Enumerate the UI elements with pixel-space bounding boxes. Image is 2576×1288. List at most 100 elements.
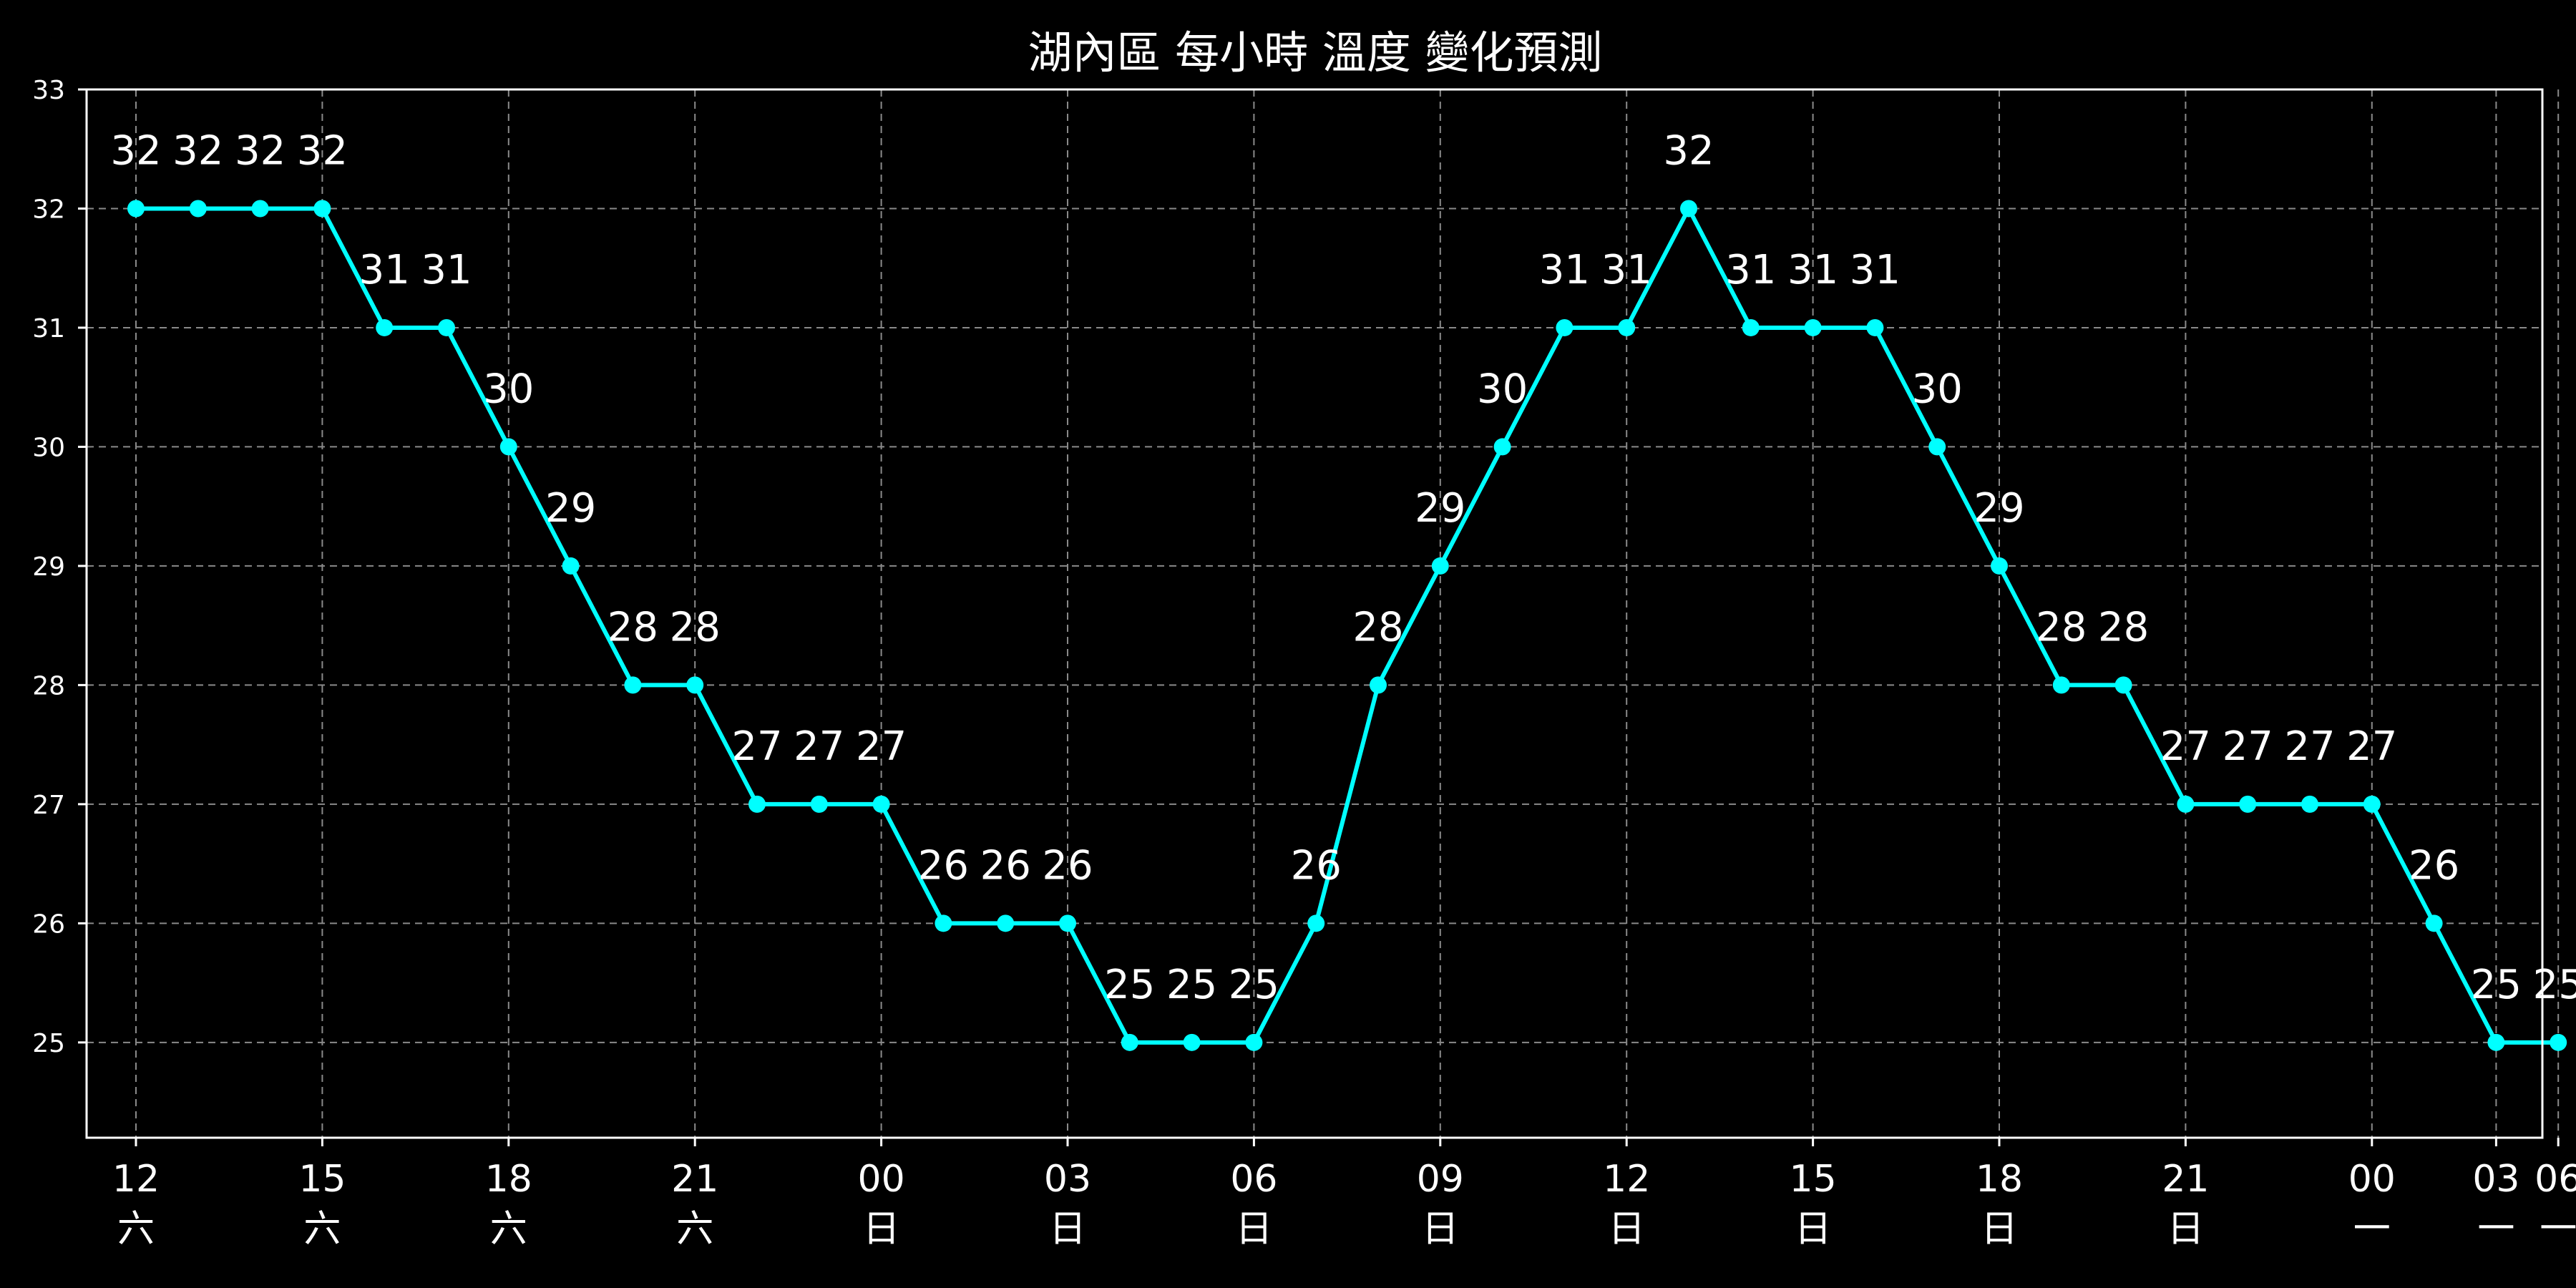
x-tick-day-label: 日	[2167, 1208, 2204, 1251]
data-label: 26	[1291, 842, 1342, 889]
data-point-marker	[2301, 795, 2318, 813]
x-tick-hour-label: 18	[485, 1158, 532, 1201]
data-point-marker	[1742, 318, 1760, 336]
data-point-marker	[2550, 1033, 2567, 1051]
y-tick-label: 26	[32, 909, 65, 939]
data-label: 27	[2284, 723, 2335, 770]
data-point-marker	[1307, 914, 1325, 932]
data-point-marker	[376, 318, 394, 336]
data-label: 31	[1787, 247, 1838, 293]
data-label: 27	[2160, 723, 2211, 770]
x-tick-day-label: 一	[2540, 1208, 2576, 1251]
y-tick-label: 32	[32, 195, 65, 224]
data-point-marker	[2425, 914, 2443, 932]
data-label: 27	[731, 723, 782, 770]
data-label: 29	[1415, 485, 1465, 532]
data-point-marker	[438, 318, 455, 336]
x-tick-day-label: 日	[1795, 1208, 1832, 1251]
data-label: 26	[980, 842, 1031, 889]
data-label: 31	[1725, 247, 1776, 293]
x-tick-hour-label: 00	[2348, 1158, 2396, 1201]
x-tick-hour-label: 03	[1044, 1158, 1091, 1201]
y-tick-label: 29	[32, 552, 65, 582]
data-point-marker	[748, 795, 766, 813]
data-label: 31	[1601, 247, 1652, 293]
data-point-marker	[2363, 795, 2381, 813]
data-label: 32	[297, 127, 348, 174]
x-tick-day-label: 六	[490, 1208, 527, 1251]
data-point-marker	[1493, 438, 1511, 456]
data-label: 25	[1104, 962, 1155, 1008]
x-tick-day-label: 日	[1235, 1208, 1272, 1251]
data-point-marker	[251, 200, 269, 218]
data-point-marker	[1431, 557, 1449, 575]
y-tick-label: 28	[32, 671, 65, 701]
data-label: 28	[1352, 604, 1403, 650]
data-point-marker	[1121, 1033, 1138, 1051]
data-point-marker	[997, 914, 1015, 932]
axis-layer: 25 26 27 28 29 30 31 32 33 12 六 15 六 18 六 21 六 00 日 03 日 06 日 0…	[32, 76, 2576, 1251]
data-label: 30	[483, 366, 534, 412]
data-point-marker	[686, 676, 704, 694]
data-point-marker	[499, 438, 517, 456]
data-label: 32	[1663, 127, 1714, 174]
plot-frame	[85, 88, 2544, 1139]
grid-layer	[87, 89, 2560, 1138]
y-tick-label: 25	[32, 1029, 65, 1058]
data-label: 29	[1974, 485, 2024, 532]
x-tick-day-label: 日	[863, 1208, 900, 1251]
data-label: 27	[2223, 723, 2273, 770]
data-point-marker	[810, 795, 828, 813]
data-point-marker	[1556, 318, 1574, 336]
x-tick-hour-label: 18	[1976, 1158, 2023, 1201]
data-point-marker	[1245, 1033, 1263, 1051]
x-tick-hour-label: 09	[1417, 1158, 1464, 1201]
data-label: 26	[918, 842, 969, 889]
x-tick-hour-label: 12	[1603, 1158, 1650, 1201]
data-point-marker	[1928, 438, 1946, 456]
data-label: 30	[1912, 366, 1963, 412]
temperature-series	[127, 200, 2567, 1051]
data-point-marker	[189, 200, 207, 218]
data-label: 26	[1042, 842, 1093, 889]
data-point-marker	[1804, 318, 1822, 336]
x-tick-day-label: 六	[676, 1208, 713, 1251]
x-tick-hour-label: 21	[671, 1158, 718, 1201]
data-label: 27	[2346, 723, 2397, 770]
data-point-marker	[1059, 914, 1076, 932]
data-point-marker	[2052, 676, 2070, 694]
data-point-marker	[935, 914, 952, 932]
data-point-marker	[1991, 557, 2008, 575]
data-label: 32	[235, 127, 286, 174]
data-label: 30	[1477, 366, 1528, 412]
data-label: 28	[608, 604, 658, 650]
data-label: 25	[2533, 962, 2576, 1008]
y-tick-label: 30	[32, 433, 65, 462]
x-tick-day-label: 日	[1422, 1208, 1459, 1251]
data-point-marker	[1618, 318, 1636, 336]
data-point-marker	[2114, 676, 2132, 694]
x-tick-hour-label: 06	[2534, 1158, 2576, 1201]
data-point-marker	[1680, 200, 1697, 218]
x-tick-hour-label: 21	[2162, 1158, 2209, 1201]
data-label: 29	[545, 485, 596, 532]
data-point-marker	[1183, 1033, 1201, 1051]
data-point-marker	[872, 795, 890, 813]
data-label: 27	[856, 723, 907, 770]
data-point-marker	[624, 676, 642, 694]
x-tick-day-label: 日	[1608, 1208, 1645, 1251]
data-label: 28	[2098, 604, 2149, 650]
x-tick-day-label: 一	[2477, 1208, 2514, 1251]
x-tick-day-label: 一	[2353, 1208, 2391, 1251]
data-point-marker	[2487, 1033, 2505, 1051]
x-tick-day-label: 六	[117, 1208, 155, 1251]
data-label: 28	[2036, 604, 2087, 650]
data-point-marker	[127, 200, 145, 218]
x-tick-day-label: 日	[1981, 1208, 2018, 1251]
x-tick-hour-label: 06	[1230, 1158, 1277, 1201]
x-tick-hour-label: 15	[298, 1158, 346, 1201]
data-label: 25	[1229, 962, 1279, 1008]
x-tick-hour-label: 03	[2472, 1158, 2519, 1201]
